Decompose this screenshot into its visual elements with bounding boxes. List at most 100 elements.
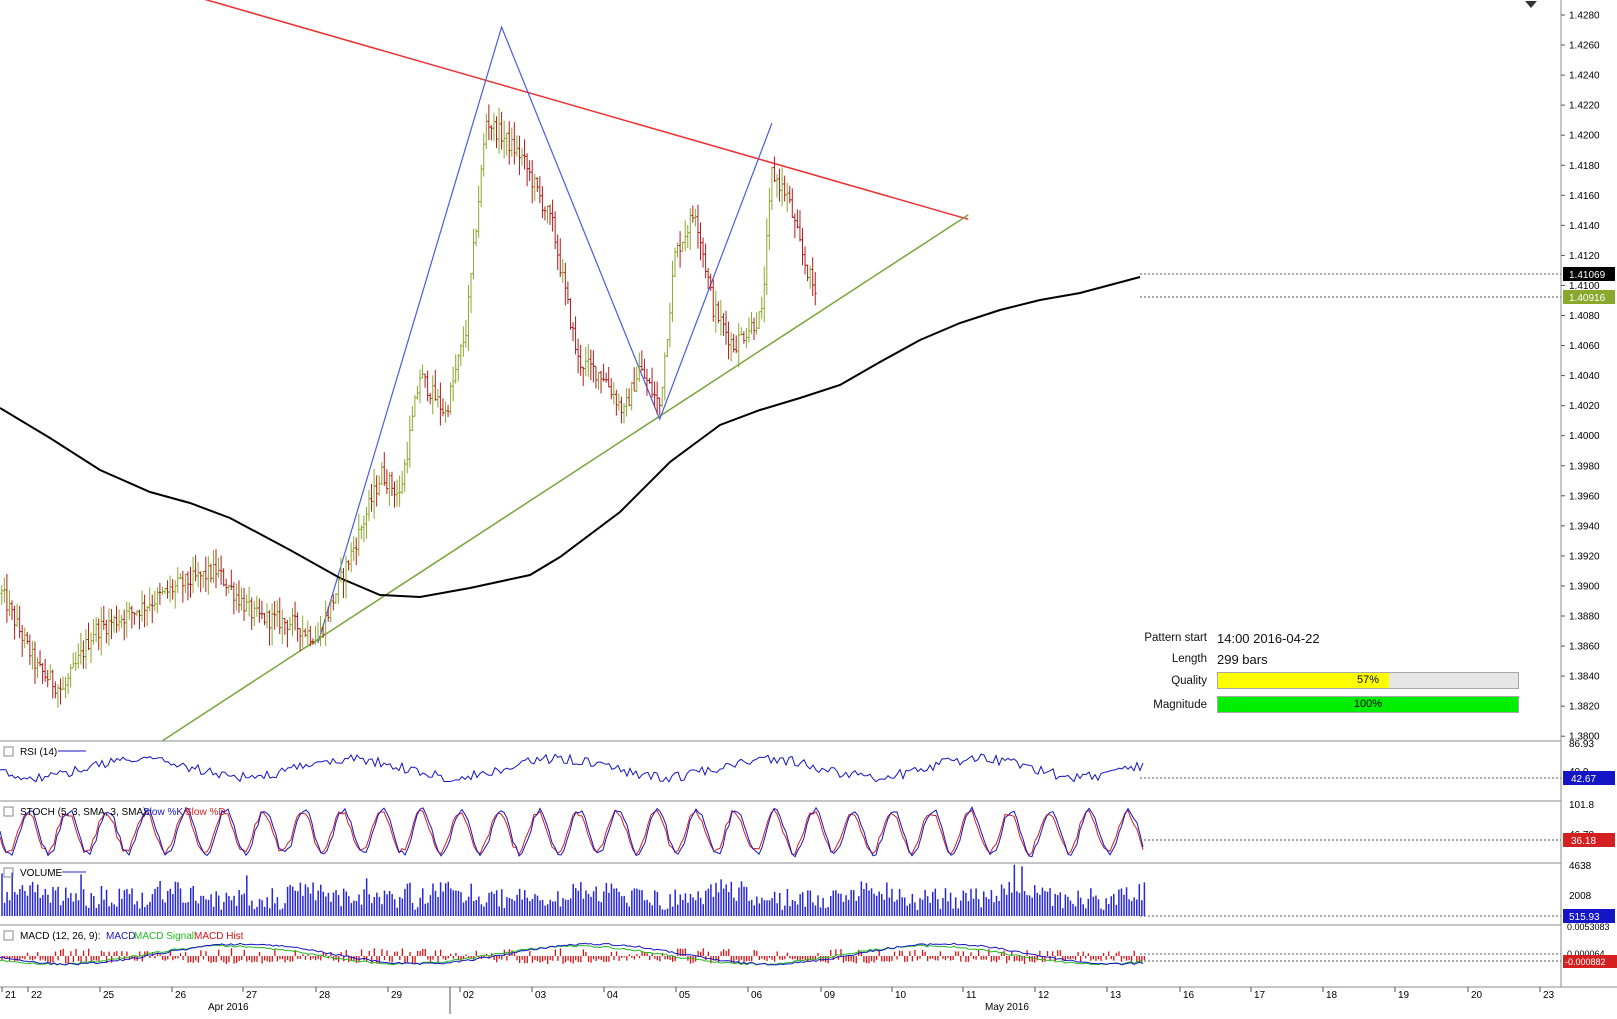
time-tick-label: 29: [391, 990, 403, 1001]
time-tick-label: 12: [1038, 990, 1050, 1001]
stoch-d-line: [0, 808, 1144, 856]
time-tick-label: 09: [824, 990, 836, 1001]
quality-bar-text: 57%: [1356, 674, 1380, 686]
price-tick-label: 1.4260: [1569, 41, 1600, 52]
pattern-quality-label: Quality: [1171, 675, 1207, 687]
price-tick-label: 1.4020: [1569, 401, 1600, 412]
time-tick-label: 16: [1183, 990, 1195, 1001]
pattern-length-label: Length: [1171, 653, 1207, 665]
price-tick-label: 1.3860: [1569, 642, 1600, 653]
price-tick-label: 1.4180: [1569, 161, 1600, 172]
time-tick-label: 18: [1326, 990, 1338, 1001]
price-tick-label: 1.3980: [1569, 461, 1600, 472]
time-tick-label: 10: [895, 990, 907, 1001]
time-tick-label: 23: [1543, 990, 1555, 1001]
quality-bar: 57%: [1217, 672, 1519, 689]
time-tick-label: 19: [1398, 990, 1410, 1001]
time-tick-label: 05: [679, 990, 691, 1001]
price-tick-label: 1.4160: [1569, 191, 1600, 202]
time-tick-label: 06: [751, 990, 763, 1001]
price-tick-label: 1.3840: [1569, 672, 1600, 683]
magnitude-bar-text: 100%: [1353, 698, 1383, 710]
time-tick-label: 26: [175, 990, 187, 1001]
rsi-value-text: 42.67: [1571, 774, 1596, 785]
month-label: May 2016: [985, 1002, 1029, 1013]
last-price-tag-text: 1.41069: [1569, 270, 1606, 281]
indicator-lines: [0, 753, 1561, 966]
volume-tick-label: 4638: [1569, 861, 1592, 872]
price-tick-label: 1.3800: [1569, 732, 1600, 743]
macd-title: MACD (12, 26, 9):: [20, 931, 101, 942]
macd-hist-legend: MACD Hist: [194, 931, 244, 942]
panel-checkbox: [3, 746, 14, 757]
price-tick-label: 1.4000: [1569, 431, 1600, 442]
macd-tick-label: 0.0053083: [1567, 922, 1610, 932]
price-tick-label: 1.3880: [1569, 612, 1600, 623]
price-tick-label: 1.4220: [1569, 101, 1600, 112]
stoch-value-text: 36.18: [1571, 836, 1596, 847]
panel-checkbox: [3, 806, 14, 817]
support-line: [162, 214, 969, 742]
volume-value-text: 515.93: [1569, 912, 1600, 923]
last-price-tag: [1563, 267, 1615, 281]
stoch-d-legend: Slow %D: [185, 807, 226, 818]
price-tick-label: 1.3820: [1569, 702, 1600, 713]
price-tick-label: 1.3900: [1569, 581, 1600, 592]
macd-line: [0, 942, 1144, 966]
price-tick-label: 1.4200: [1569, 131, 1600, 142]
macd-tick-label: 0.000064: [1567, 949, 1605, 959]
volume-title: VOLUME: [20, 868, 63, 879]
macd-value-tag: [1563, 955, 1617, 968]
bid-price-tag-text: 1.40916: [1569, 293, 1606, 304]
time-tick-label: 03: [535, 990, 547, 1001]
price-tick-label: 1.3960: [1569, 491, 1600, 502]
price-tick-label: 1.4240: [1569, 71, 1600, 82]
time-tick-label: 04: [607, 990, 619, 1001]
moving-average-line: [0, 276, 1141, 599]
chevron-down-icon: [1525, 1, 1537, 8]
rsi-tick-label: 86.93: [1569, 739, 1594, 750]
time-tick-label: 28: [319, 990, 331, 1001]
pattern-length-value: 299 bars: [1217, 652, 1268, 667]
time-tick-label: 20: [1471, 990, 1483, 1001]
volume-value-tag: [1563, 909, 1615, 923]
rsi-line: [0, 753, 1144, 783]
panel-checkbox: [3, 867, 14, 878]
candlesticks: [0, 104, 817, 708]
resistance-line: [204, 0, 969, 221]
volume-bars: [1, 864, 1146, 964]
pattern-magnitude-label: Magnitude: [1153, 699, 1207, 711]
pattern-start-value: 14:00 2016-04-22: [1217, 631, 1320, 646]
price-tick-label: 1.3940: [1569, 521, 1600, 532]
macd-signal-legend: MACD Signal: [134, 931, 194, 942]
rsi-value-tag: [1563, 771, 1615, 785]
price-tick-label: 1.4140: [1569, 221, 1600, 232]
macd-legend: MACD: [106, 931, 135, 942]
magnitude-bar-fill: [1218, 697, 1518, 712]
stoch-k-line: [0, 806, 1144, 858]
price-tick-label: 1.3920: [1569, 551, 1600, 562]
time-tick-label: 21: [5, 990, 17, 1001]
time-tick-label: 11: [966, 990, 977, 1001]
time-tick-label: 17: [1254, 990, 1266, 1001]
quality-bar-fill: [1218, 673, 1389, 688]
panel-checkbox: [3, 930, 14, 941]
price-tick-label: 1.4120: [1569, 251, 1600, 262]
volume-tick-label: 2008: [1569, 891, 1592, 902]
trend-lines: [0, 0, 1561, 742]
stoch-k-legend: Slow %K: [143, 807, 183, 818]
pattern-start-label: Pattern start: [1144, 632, 1207, 644]
time-tick-label: 22: [31, 990, 43, 1001]
time-tick-label: 02: [463, 990, 475, 1001]
price-tick-label: 1.4100: [1569, 281, 1600, 292]
time-tick-label: 25: [103, 990, 115, 1001]
stoch-title: STOCH (5, 3, SMA, 3, SMA):: [20, 807, 149, 818]
rsi-title: RSI (14): [20, 747, 57, 758]
bid-price-tag: [1563, 290, 1615, 304]
price-tick-label: 1.4080: [1569, 311, 1600, 322]
price-tick-label: 1.4280: [1569, 11, 1600, 22]
axis-labels: 1.4280 1.4260 1.4240 1.4220 1.4200 1.4180 1.41…: [3, 11, 1617, 1013]
